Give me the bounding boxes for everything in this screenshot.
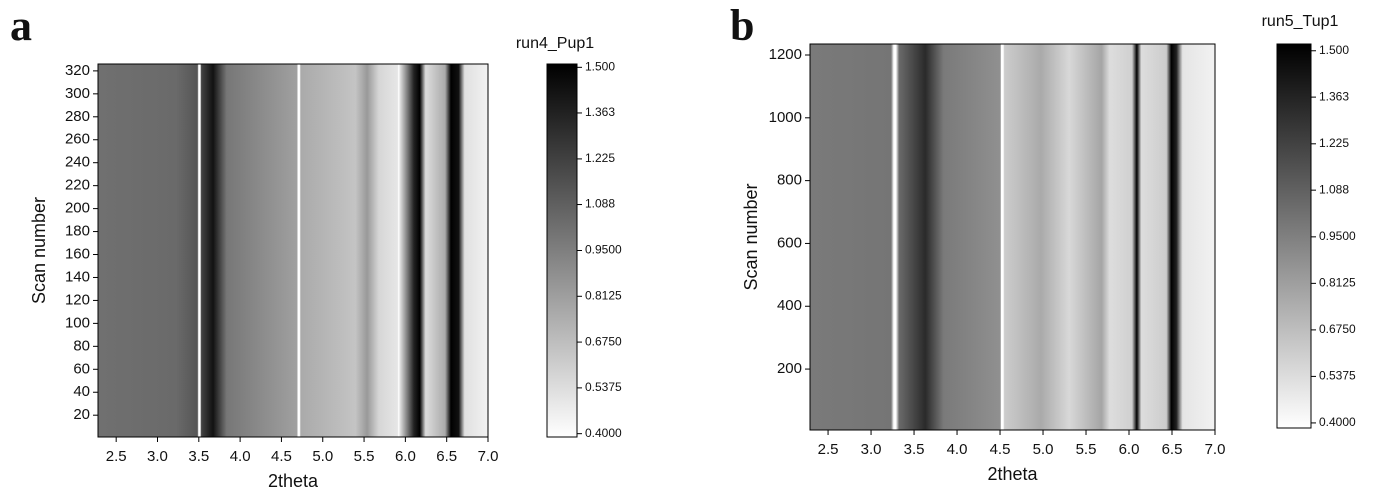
x-tick-label: 6.5	[1162, 441, 1183, 458]
x-tick-label: 4.0	[230, 448, 251, 465]
colorbar-tick-label: 0.8125	[585, 288, 622, 302]
heatmap-image	[810, 44, 1215, 430]
colorbar-tick-label: 0.6750	[1319, 322, 1356, 336]
colorbar	[1276, 43, 1312, 429]
x-tick-label: 6.5	[436, 448, 457, 465]
y-tick-label: 60	[73, 360, 90, 377]
x-tick-label: 7.0	[1205, 441, 1226, 458]
heatmap-image	[98, 64, 488, 437]
y-axis-label: Scan number	[29, 197, 49, 304]
x-tick-label: 4.0	[947, 441, 968, 458]
colorbar-tick-label: 0.6750	[585, 334, 622, 348]
colorbar-tick-label: 0.4000	[585, 426, 622, 440]
y-tick-label: 260	[65, 131, 90, 148]
y-tick-label: 600	[777, 234, 802, 251]
panel-label: a	[10, 1, 32, 50]
x-tick-label: 6.0	[1119, 441, 1140, 458]
colorbar-tick-label: 0.4000	[1319, 415, 1356, 429]
y-tick-label: 320	[65, 62, 90, 79]
x-tick-label: 3.0	[147, 448, 168, 465]
x-tick-label: 5.0	[312, 448, 333, 465]
x-tick-label: 2.5	[106, 448, 127, 465]
x-tick-label: 5.5	[354, 448, 375, 465]
y-tick-label: 400	[777, 297, 802, 314]
colorbar-tick-label: 1.225	[1319, 136, 1349, 150]
y-tick-label: 1000	[769, 109, 802, 126]
colorbar-title: run4_Pup1	[516, 35, 594, 52]
colorbar-tick-label: 0.8125	[1319, 276, 1356, 290]
y-tick-label: 220	[65, 177, 90, 194]
colorbar-tick-label: 1.500	[1319, 43, 1349, 57]
colorbar	[546, 63, 578, 438]
y-tick-label: 160	[65, 245, 90, 262]
colorbar-tick-label: 1.088	[1319, 182, 1349, 196]
x-tick-label: 5.5	[1076, 441, 1097, 458]
x-tick-label: 4.5	[990, 441, 1011, 458]
y-tick-label: 100	[65, 314, 90, 331]
colorbar-tick-label: 0.9500	[585, 243, 622, 257]
plot-frame	[97, 63, 489, 438]
x-axis-label: 2theta	[987, 464, 1038, 484]
y-tick-label: 200	[65, 200, 90, 217]
colorbar-tick-label: 1.225	[585, 151, 615, 165]
y-tick-label: 800	[777, 172, 802, 189]
colorbar-tick-label: 0.5375	[1319, 369, 1356, 383]
colorbar-tick-label: 1.363	[1319, 89, 1349, 103]
colorbar-tick-label: 0.9500	[1319, 229, 1356, 243]
y-tick-label: 120	[65, 291, 90, 308]
colorbar-tick-label: 0.5375	[585, 380, 622, 394]
y-tick-label: 300	[65, 85, 90, 102]
x-axis-label: 2theta	[268, 471, 319, 491]
x-tick-label: 7.0	[478, 448, 499, 465]
y-tick-label: 20	[73, 406, 90, 423]
x-tick-label: 3.0	[861, 441, 882, 458]
y-tick-label: 1200	[769, 46, 802, 63]
y-tick-label: 80	[73, 337, 90, 354]
y-tick-label: 40	[73, 383, 90, 400]
panel-label: b	[730, 1, 754, 50]
colorbar-tick-label: 1.500	[585, 60, 615, 74]
x-tick-label: 3.5	[188, 448, 209, 465]
y-tick-label: 200	[777, 360, 802, 377]
colorbar-tick-label: 1.088	[585, 197, 615, 211]
y-tick-label: 180	[65, 223, 90, 240]
y-axis-label: Scan number	[741, 183, 761, 290]
y-tick-label: 140	[65, 268, 90, 285]
x-tick-label: 2.5	[818, 441, 839, 458]
y-tick-label: 240	[65, 154, 90, 171]
y-tick-label: 280	[65, 108, 90, 125]
x-tick-label: 3.5	[904, 441, 925, 458]
x-tick-label: 6.0	[395, 448, 416, 465]
plot-frame	[809, 43, 1216, 431]
x-tick-label: 4.5	[271, 448, 292, 465]
colorbar-title: run5_Tup1	[1262, 13, 1339, 30]
colorbar-tick-label: 1.363	[585, 105, 615, 119]
x-tick-label: 5.0	[1033, 441, 1054, 458]
